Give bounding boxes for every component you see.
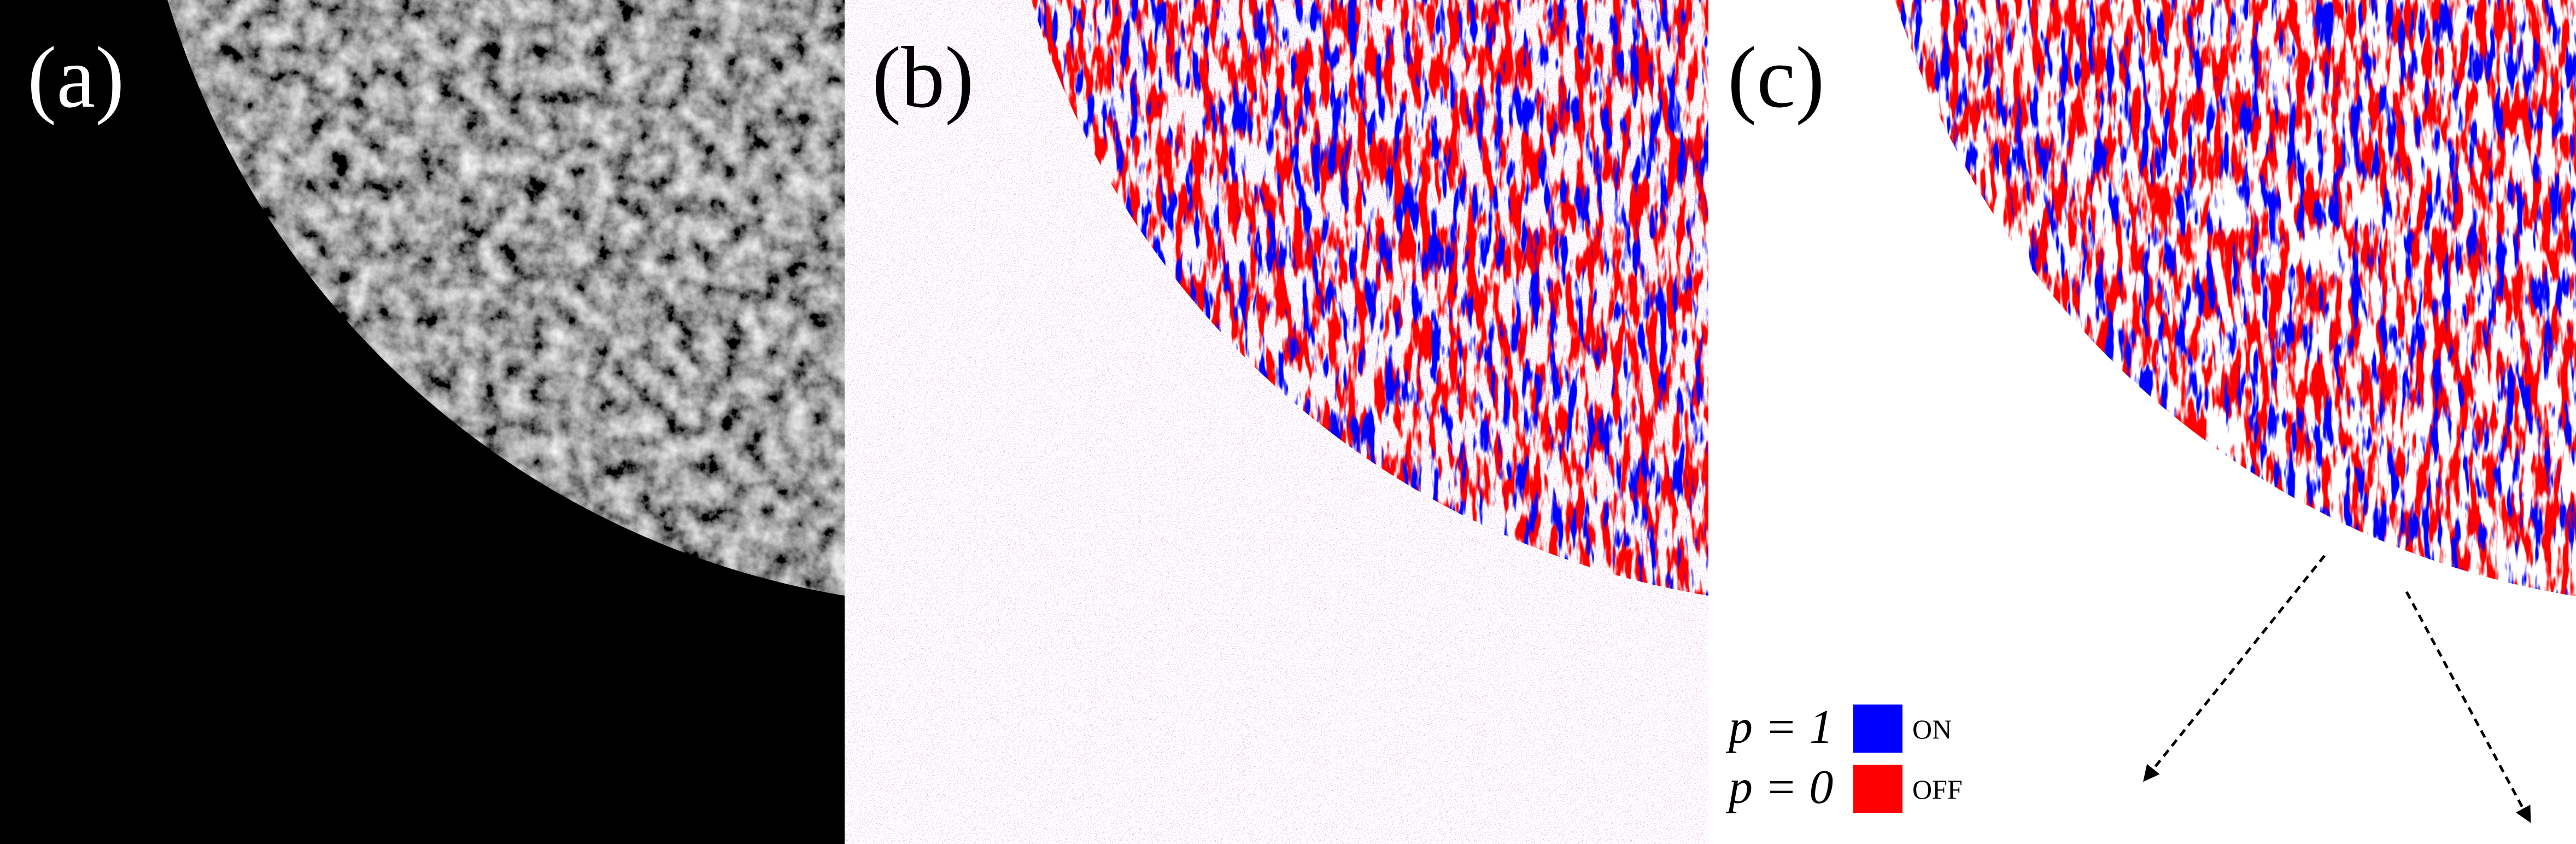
panel-label: (c) xyxy=(1728,28,1825,126)
legend: p = 1 ON p = 0 OFF xyxy=(1725,701,1963,814)
arrow xyxy=(2143,555,2326,782)
arrow xyxy=(2405,591,2532,823)
legend-label: ON xyxy=(1912,714,1952,744)
legend-symbol: p = 1 xyxy=(1725,701,1833,754)
legend-symbol: p = 0 xyxy=(1725,761,1833,814)
panel-b: (b) xyxy=(845,0,1708,844)
panel-a: (a) xyxy=(0,0,845,844)
legend-swatch xyxy=(1853,765,1902,813)
panel-label: (a) xyxy=(27,28,125,126)
legend-label: OFF xyxy=(1912,774,1963,805)
legend-swatch xyxy=(1853,705,1902,753)
panel-c: (c) xyxy=(1708,0,2576,844)
panel-label: (b) xyxy=(872,28,974,126)
